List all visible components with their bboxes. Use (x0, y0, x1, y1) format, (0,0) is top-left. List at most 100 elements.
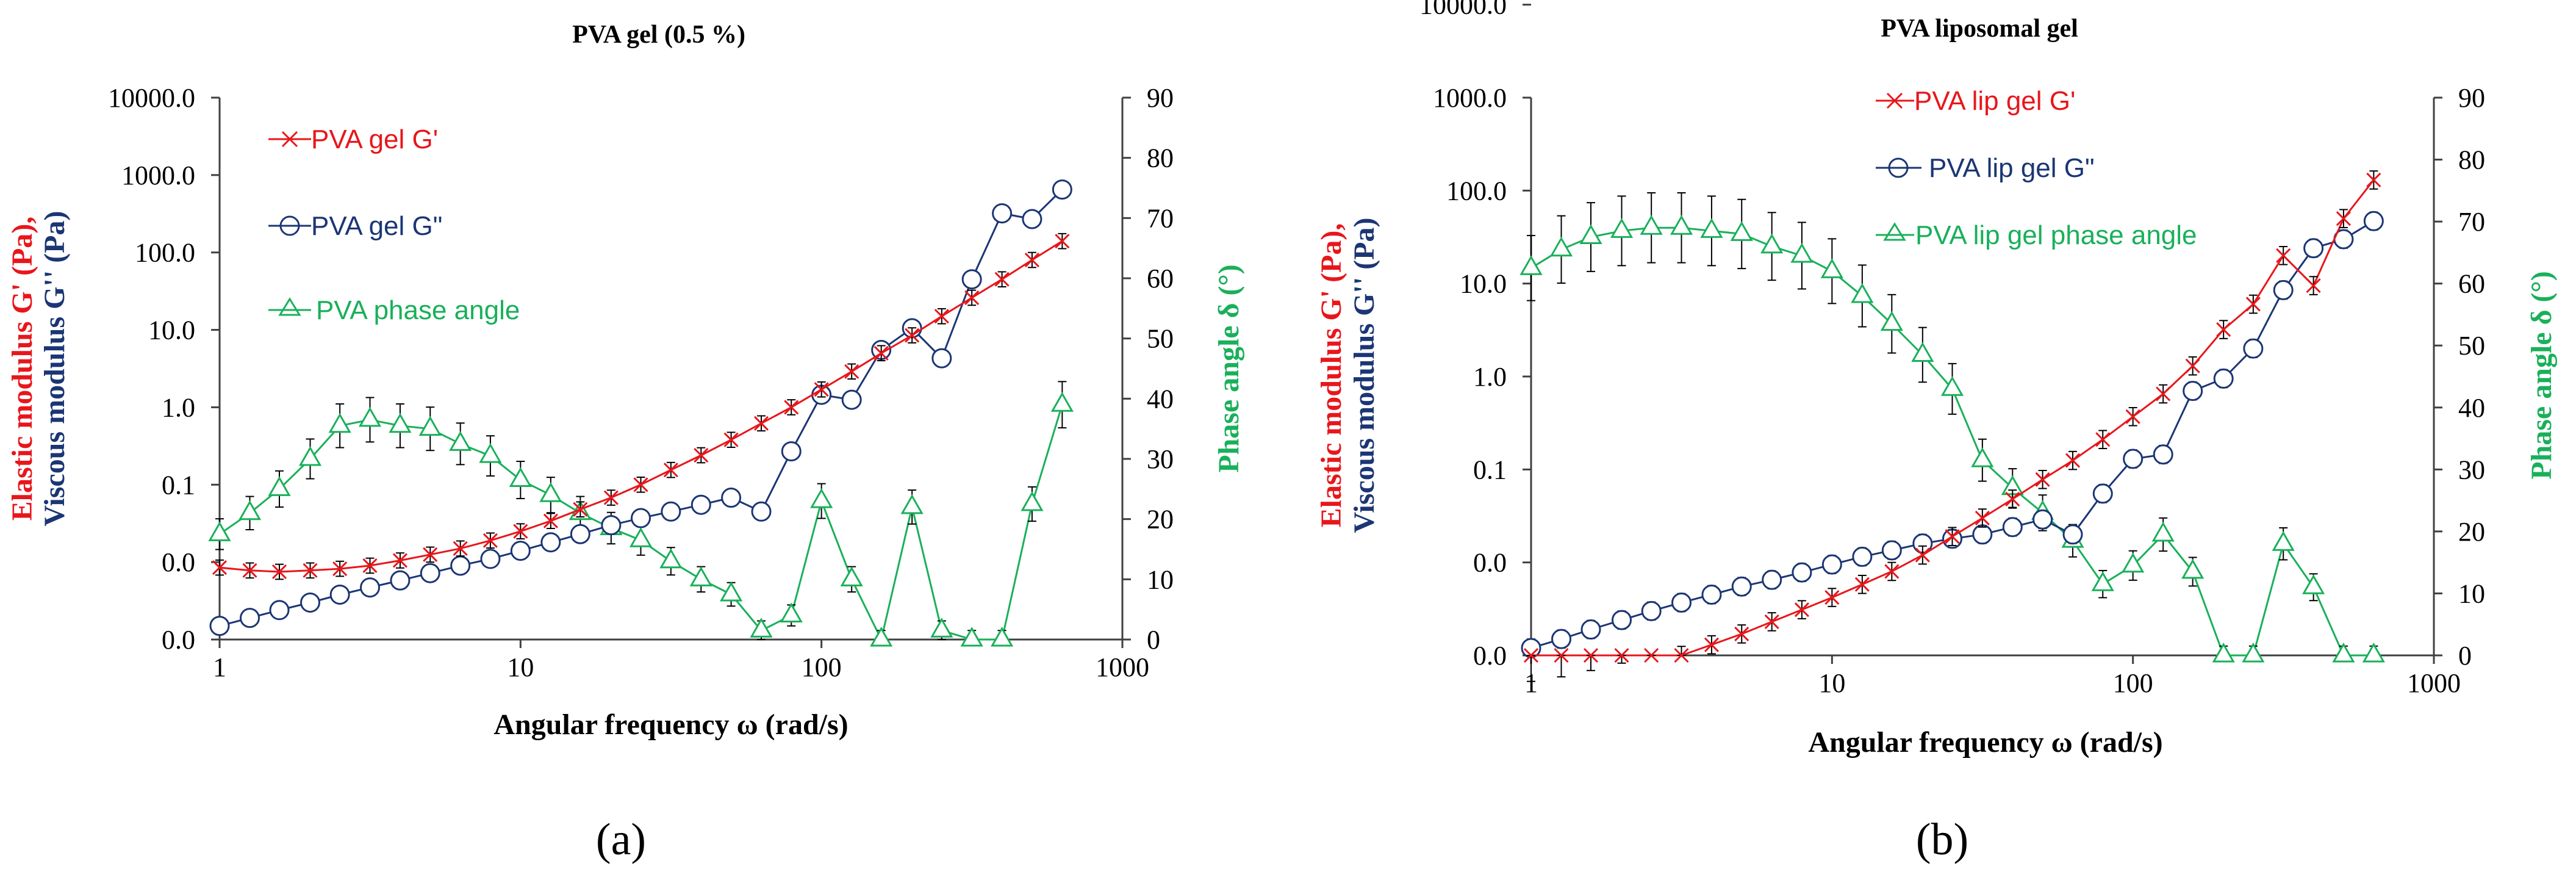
x-ticks-a: 1 10 100 1000 (213, 640, 1149, 682)
data-point-phase (2362, 642, 2385, 663)
marker-stroke (453, 541, 468, 556)
legend-marker-phase-a (268, 297, 311, 316)
marker-stroke (271, 564, 287, 580)
y-right-tick-label: 60 (2458, 269, 2485, 299)
data-point-gprime (2065, 453, 2081, 468)
y-left-tick-label: 0.0 (1473, 641, 1507, 671)
marker-stroke (2005, 491, 2020, 506)
y-right-tick-label: 80 (1147, 143, 1174, 173)
data-point-gdouble (1881, 540, 1902, 561)
data-point-phase (1640, 215, 1663, 235)
data-point-gdouble (2213, 368, 2234, 389)
data-point-gdouble (751, 501, 772, 522)
marker-stroke (723, 432, 739, 447)
x-tick-label: 100 (802, 652, 842, 682)
data-point-gdouble (601, 515, 622, 536)
data-point-gprime (1975, 510, 1990, 526)
marker-stroke (1975, 510, 1990, 526)
marker-stroke (1704, 637, 1720, 652)
marker-stroke (2065, 453, 2081, 468)
data-point-phase (930, 618, 953, 638)
y-left-tick-label: 0.1 (1473, 455, 1507, 485)
data-point-gprime (723, 432, 739, 447)
marker-stroke (1674, 647, 1689, 663)
data-point-gdouble (631, 508, 651, 528)
data-point-gprime (814, 382, 829, 397)
chart-title-a: PVA gel (0.5 %) (572, 21, 745, 49)
data-point-gdouble (390, 570, 411, 591)
y-axis-label-left-2-b: Viscous modulus G'' (Pa) (1348, 218, 1380, 533)
data-point-gdouble (691, 494, 711, 515)
data-point-gprime (2276, 248, 2291, 263)
marker-stroke (814, 382, 829, 397)
data-point-gdouble (2183, 381, 2203, 402)
series-line-gdouble (219, 189, 1063, 627)
marker-stroke (392, 553, 408, 568)
x-tick-label: 100 (2113, 668, 2153, 698)
data-point-gdouble (1762, 569, 1782, 590)
marker-stroke (1644, 647, 1659, 663)
data-point-phase (1820, 258, 1843, 278)
legend-label-gprime-a: PVA gel G' (311, 124, 438, 154)
marker-stroke (362, 558, 378, 574)
marker-stroke (2095, 432, 2111, 447)
series-line-gprime (1531, 179, 2375, 657)
data-point-phase (720, 581, 743, 602)
data-point-gprime (1915, 547, 1930, 563)
data-point-gprime (303, 563, 318, 578)
marker-stroke (694, 447, 709, 463)
data-point-gprime (1583, 647, 1599, 663)
data-point-gprime (784, 400, 799, 415)
y-right-tick-label: 90 (2458, 83, 2485, 113)
data-point-gprime (1674, 647, 1689, 663)
marker-stroke (513, 524, 528, 539)
data-point-gprime (874, 345, 889, 361)
marker-stroke (844, 364, 859, 379)
data-point-phase (1851, 283, 1874, 303)
legend-marker-gdouble-a (268, 215, 311, 236)
marker-stroke (1614, 647, 1629, 663)
marker-stroke (633, 477, 648, 492)
data-point-phase (389, 413, 412, 433)
marker-stroke (1055, 234, 1070, 249)
data-point-gprime (1764, 614, 1779, 629)
data-point-gdouble (1972, 524, 1993, 545)
y-left-tick-label: 10.0 (148, 315, 195, 345)
legend-label-gdouble-b: PVA lip gel G" (1929, 153, 2095, 183)
legend-a: PVA gel G' PVA gel G" PVA phase angle (268, 124, 520, 325)
data-point-phase (1519, 255, 1543, 275)
data-point-phase (479, 443, 502, 463)
data-point-gdouble (420, 563, 440, 583)
y-right-tick-label: 0 (2458, 641, 2472, 671)
x-tick-label: 1000 (2407, 668, 2461, 698)
data-point-gdouble (992, 203, 1013, 224)
data-point-gprime (1614, 647, 1629, 663)
marker-stroke (2216, 322, 2231, 337)
marker-stroke (2125, 409, 2140, 424)
data-point-gdouble (1671, 592, 1692, 613)
data-point-gprime (603, 490, 619, 505)
data-point-gprime (483, 533, 498, 548)
data-point-gdouble (2243, 338, 2264, 359)
y-right-tick-label: 50 (1147, 324, 1174, 354)
series-group-b (1519, 170, 2385, 682)
legend-marker-gprime-b (1876, 92, 1914, 109)
data-point-phase (659, 548, 683, 569)
data-point-gprime (513, 524, 528, 539)
data-point-phase (2272, 531, 2295, 551)
y-axis-label-right-a: Phase angle δ (°) (1213, 264, 1245, 472)
y-left-tick-label: 1.0 (162, 392, 195, 422)
data-point-phase (208, 521, 231, 541)
marker-stroke (1915, 547, 1930, 563)
data-point-phase (1579, 224, 1602, 244)
data-point-phase (1670, 215, 1693, 235)
data-point-gdouble (1580, 619, 1601, 640)
marker-stroke (1734, 626, 1749, 641)
data-point-gdouble (1701, 584, 1722, 605)
data-point-gprime (2035, 472, 2050, 487)
marker-stroke (212, 560, 228, 575)
data-point-phase (840, 566, 863, 586)
panel-b: PVA liposomal gel 1 10 100 1000 0.00.00.11.… (1315, 0, 2558, 865)
data-point-phase (1050, 392, 1074, 412)
